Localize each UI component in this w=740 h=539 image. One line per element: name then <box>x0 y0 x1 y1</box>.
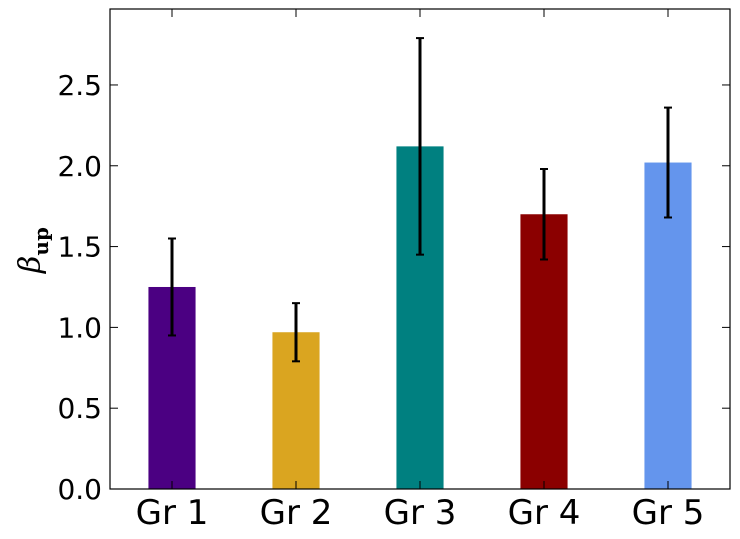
y-tick-label-2: 1.0 <box>57 311 102 344</box>
y-tick-label-5: 2.5 <box>57 69 102 102</box>
x-tick-label-4: Gr 4 <box>508 493 581 533</box>
plot-area: Gr 1 Gr 2 Gr 3 Gr 4 Gr 5 0.0 0.5 1.0 1.5 2.0 2.5 <box>57 8 731 533</box>
y-tick-label-0: 0.0 <box>57 473 102 506</box>
x-tick-label-2: Gr 2 <box>260 493 333 533</box>
y-axis-label: βup <box>13 227 53 274</box>
y-tick-label-1: 0.5 <box>57 392 102 425</box>
y-tick-label-4: 2.0 <box>57 150 102 183</box>
y-axis-label-symbol: β <box>13 256 48 274</box>
plot-frame <box>109 8 731 490</box>
y-tick-label-3: 1.5 <box>57 231 102 264</box>
x-tick-label-5: Gr 5 <box>632 493 705 533</box>
y-axis-label-subscript: up <box>29 227 53 256</box>
x-tick-label-3: Gr 3 <box>384 493 457 533</box>
x-tick-label-1: Gr 1 <box>136 493 209 533</box>
